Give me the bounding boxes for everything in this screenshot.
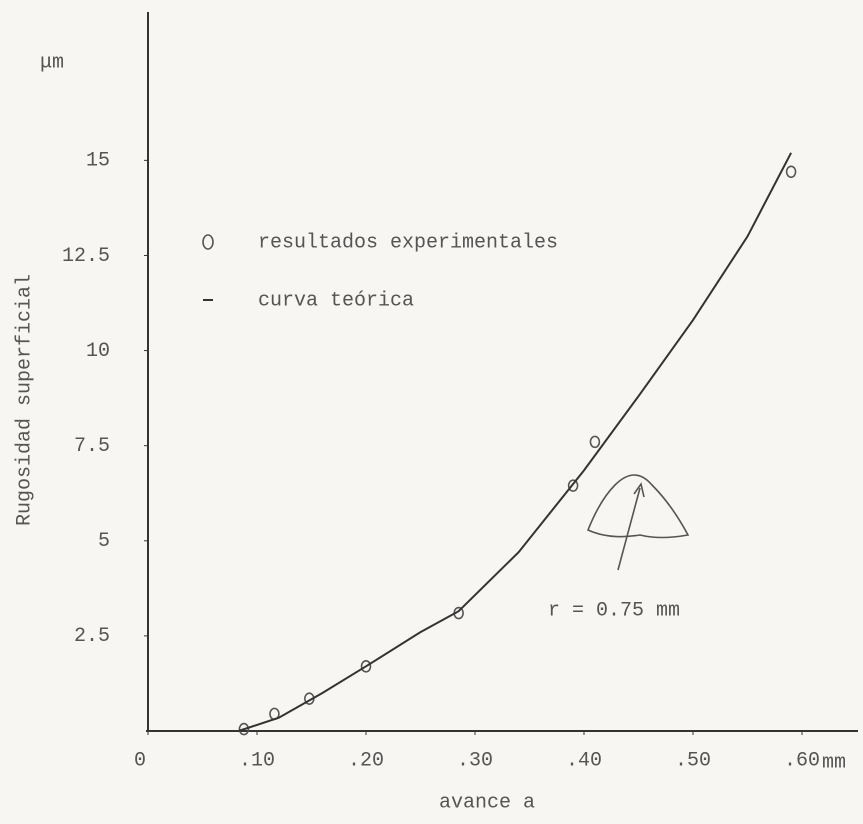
x-unit: mm <box>822 751 846 774</box>
legend-marker <box>202 234 214 250</box>
theory-curve <box>238 152 792 732</box>
x-tick-label: .40 <box>566 749 602 772</box>
x-tick-label: .60 <box>784 749 820 772</box>
legend-label: resultados experimentales <box>258 231 558 254</box>
y-tick-label: 15 <box>86 150 110 173</box>
data-point <box>567 479 579 492</box>
legend-label: curva teórica <box>258 289 414 312</box>
data-point <box>238 722 250 736</box>
data-point <box>360 660 372 673</box>
x-axis-title: avance a <box>439 791 535 814</box>
y-tick-label: 10 <box>86 340 110 363</box>
data-point <box>785 165 797 179</box>
arrow <box>617 487 641 571</box>
y-tick-label: 7.5 <box>74 435 110 458</box>
legend: resultados experimentales curva teórica <box>202 231 558 312</box>
x-tick-label: .50 <box>675 749 711 772</box>
y-unit: μm <box>40 51 64 74</box>
y-tick-label: 2.5 <box>74 625 110 648</box>
tool-sketch <box>586 474 690 571</box>
x-tick-label: 0 <box>134 749 146 772</box>
y-tick-label: 12.5 <box>62 245 110 268</box>
data-point <box>589 435 601 449</box>
arrow-head <box>633 482 645 498</box>
y-axis-title: Rugosidad superficial <box>13 274 36 526</box>
y-tick-label: 5 <box>98 530 110 553</box>
annotation: r = 0.75 mm <box>548 599 680 622</box>
x-tick-label: .20 <box>348 749 384 772</box>
x-tick-label: .30 <box>457 749 493 772</box>
tool-outline <box>586 474 690 539</box>
x-tick-label: .10 <box>239 749 275 772</box>
